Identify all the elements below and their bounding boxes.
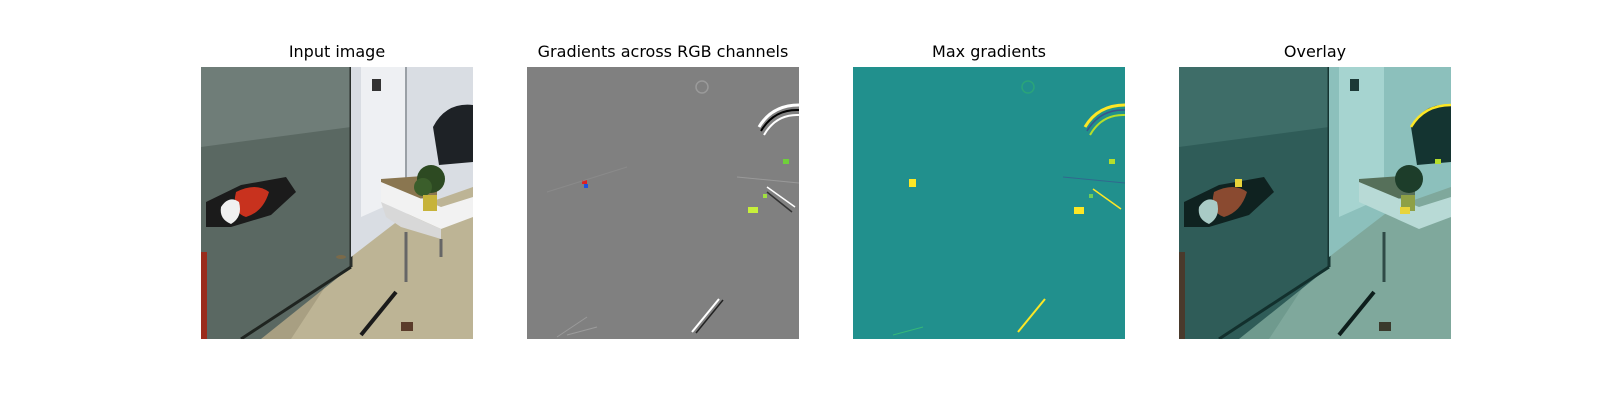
max-gradient-image — [853, 67, 1125, 339]
panel-rgb-gradients: Gradients across RGB channels — [527, 0, 799, 400]
panel-max-gradients: Max gradients — [853, 0, 1125, 400]
panel-title: Input image — [288, 42, 386, 61]
overlay-image — [1179, 67, 1451, 339]
panel-title: Gradients across RGB channels — [537, 42, 789, 61]
input-image — [201, 67, 473, 339]
rgb-gradient-image — [527, 67, 799, 339]
panel-title: Max gradients — [932, 42, 1046, 61]
panel-title: Overlay — [1283, 42, 1347, 61]
panel-overlay: Overlay — [1179, 0, 1451, 400]
panel-input-image: Input image — [201, 0, 473, 400]
